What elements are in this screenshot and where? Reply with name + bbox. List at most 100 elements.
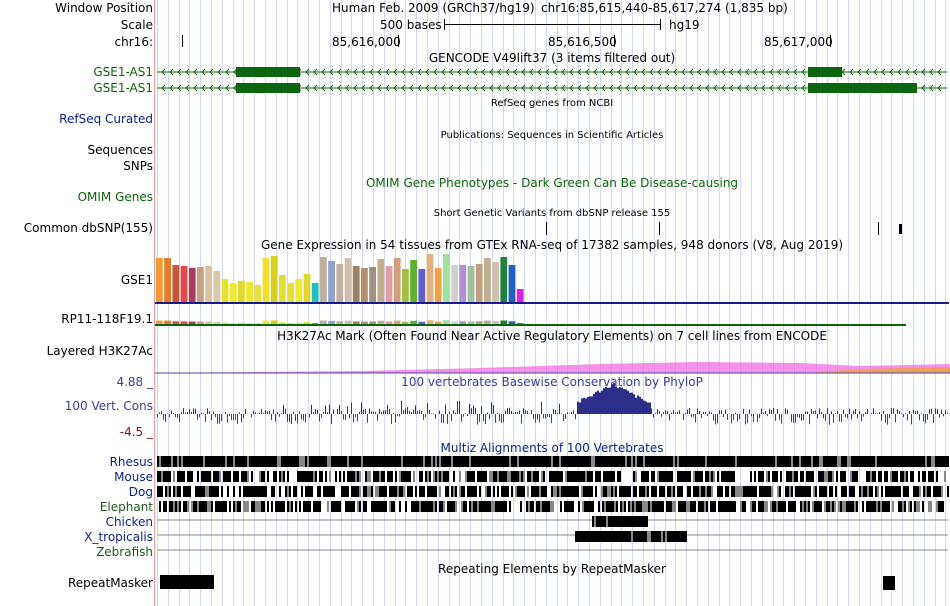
alignment-block: [815, 486, 817, 497]
alignment-block: [644, 501, 646, 512]
omim-label[interactable]: OMIM Genes: [77, 190, 153, 204]
alignment-block: [835, 486, 837, 497]
alignment-block: [667, 456, 669, 467]
publications-track-title[interactable]: Publications: Sequences in Scientific Ar…: [440, 130, 664, 141]
alignment-block: [775, 456, 777, 467]
alignment-block: [259, 486, 261, 497]
strand-arrow: [385, 68, 390, 76]
phylop-track-title[interactable]: 100 vertebrates Basewise Conservation by…: [401, 375, 703, 389]
snp-marks[interactable]: [0, 0, 950, 240]
alignment-block: [187, 471, 189, 482]
alignment-block: [427, 456, 429, 467]
alignment-block: [173, 486, 175, 497]
alignment-block: [889, 486, 891, 497]
gtex-bar-small: [188, 321, 196, 325]
alignment-block: [195, 501, 197, 512]
species-label-mouse[interactable]: Mouse: [114, 470, 153, 484]
h3k27ac-signal[interactable]: [0, 0, 950, 380]
alignment-block: [809, 486, 811, 497]
strand-arrow: [793, 68, 798, 76]
species-label-x-tropicalis[interactable]: X_tropicalis: [84, 530, 153, 544]
gene-models[interactable]: [0, 0, 950, 100]
alignment-block: [183, 486, 185, 497]
repeatmasker-label[interactable]: RepeatMasker: [67, 576, 153, 590]
alignment-block: [293, 456, 295, 467]
h3k27ac-label[interactable]: Layered H3K27Ac: [46, 344, 153, 358]
gene-label-gse1-as1[interactable]: GSE1-AS1: [93, 81, 153, 95]
scale-db: hg19: [669, 18, 700, 32]
repeatmasker-track-title[interactable]: Repeating Elements by RepeatMasker: [438, 562, 666, 576]
species-label-rhesus[interactable]: Rhesus: [109, 455, 153, 469]
alignment-block: [389, 501, 391, 512]
refseq-label[interactable]: RefSeq Curated: [59, 112, 153, 126]
strand-arrow: [361, 68, 366, 76]
alignment-block: [607, 456, 609, 467]
alignment-block: [822, 471, 824, 482]
species-label-dog[interactable]: Dog: [128, 485, 153, 499]
omim-track-title[interactable]: OMIM Gene Phenotypes - Dark Green Can Be…: [365, 176, 739, 190]
phylop-bar: [405, 408, 406, 414]
alignment-block: [812, 471, 814, 482]
phylop-bar: [637, 395, 639, 414]
phylop-bar: [435, 414, 436, 419]
gtex-track-title[interactable]: Gene Expression in 54 tissues from GTEx …: [260, 238, 844, 252]
strand-arrow: [369, 84, 374, 92]
gtex-gene-label-gse1[interactable]: GSE1: [120, 273, 153, 287]
alignment-block: [213, 471, 215, 482]
strand-arrow: [929, 84, 934, 92]
phylop-bar: [219, 414, 220, 424]
alignment-block: [355, 456, 357, 467]
alignment-block: [329, 486, 331, 497]
phylop-bar: [791, 414, 792, 423]
alignment-block: [899, 456, 901, 467]
phylop-bar: [441, 414, 442, 423]
alignment-block: [441, 456, 443, 467]
species-label-zebrafish[interactable]: Zebrafish: [96, 545, 153, 559]
dbsnp-track-title[interactable]: Short Genetic Variants from dbSNP releas…: [433, 208, 671, 219]
gtex-bar-small: [197, 321, 204, 325]
gtex-bar: [172, 265, 180, 302]
phylop-signal[interactable]: [0, 0, 950, 440]
alignment-block: [841, 486, 843, 497]
phylop-bar: [363, 409, 364, 414]
position-label[interactable]: chr16:85,615,440-85,617,274 (1,835 bp): [541, 1, 788, 15]
repeat-element[interactable]: [883, 576, 895, 590]
phylop-bar: [327, 412, 328, 414]
alignment-block: [842, 471, 844, 482]
phylop-label[interactable]: 100 Vert. Cons: [64, 399, 153, 413]
phylop-bar: [751, 414, 752, 417]
gtex-bar-small: [344, 320, 352, 325]
alignment-block: [621, 486, 623, 497]
alignment-block: [801, 486, 803, 497]
strand-arrow: [193, 68, 198, 76]
alignment-block: [879, 456, 881, 467]
gtex-gene-label-rp11[interactable]: RP11-118F19.1: [61, 312, 153, 326]
gene-label-gse1-as1[interactable]: GSE1-AS1: [93, 65, 153, 79]
publications-label-snps[interactable]: SNPs: [123, 159, 153, 173]
h3k27ac-track-title[interactable]: H3K27Ac Mark (Often Found Near Active Re…: [277, 329, 827, 343]
phylop-bar: [195, 408, 196, 414]
gencode-track-title[interactable]: GENCODE V49lift37 (3 items filtered out): [428, 51, 676, 65]
multiz-track-title[interactable]: Multiz Alignments of 100 Vertebrates: [440, 441, 664, 455]
alignment-block: [387, 471, 389, 482]
alignment-block: [741, 456, 743, 467]
gtex-expression-bars[interactable]: [0, 0, 950, 330]
dbsnp-label[interactable]: Common dbSNP(155): [23, 221, 153, 235]
alignment-block: [291, 501, 293, 512]
alignment-block: [441, 501, 443, 512]
species-label-chicken[interactable]: Chicken: [105, 515, 153, 529]
multiz-alignment-blocks[interactable]: [0, 0, 950, 560]
alignment-block: [603, 471, 605, 482]
refseq-track-title[interactable]: RefSeq genes from NCBI: [490, 98, 614, 109]
phylop-bar: [305, 414, 306, 423]
species-label-elephant[interactable]: Elephant: [99, 500, 153, 514]
alignment-block: [283, 456, 285, 467]
alignment-block: [185, 501, 187, 512]
repeat-element[interactable]: [160, 575, 214, 589]
alignment-block: [935, 456, 937, 467]
publications-label-sequences[interactable]: Sequences: [87, 143, 153, 157]
phylop-bar: [281, 413, 282, 414]
alignment-block: [754, 471, 756, 482]
phylop-bar: [671, 412, 672, 414]
